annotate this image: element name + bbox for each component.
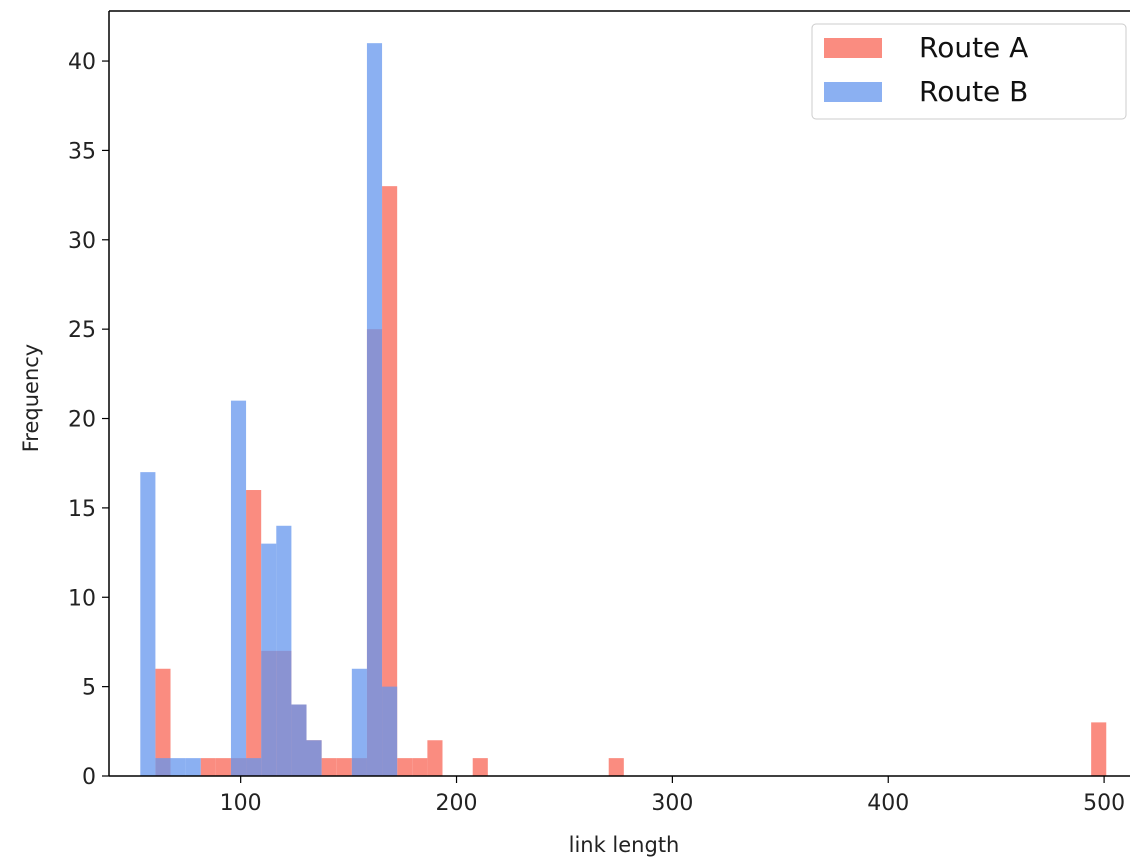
route-b-bar <box>140 472 156 776</box>
axis-ticks: 100 200 300 400 500 0 5 10 15 20 25 30 35 40 <box>68 50 1125 816</box>
route-b-bars <box>140 43 398 777</box>
route-b-bar <box>382 686 398 776</box>
x-tick-label: 200 <box>436 791 478 816</box>
x-tick-label: 100 <box>220 791 262 816</box>
route-b-bar <box>291 704 307 776</box>
route-a-bar <box>246 490 262 776</box>
legend-swatch-route-a <box>824 38 882 58</box>
y-tick-label: 30 <box>68 229 96 254</box>
route-b-bar <box>246 758 262 776</box>
x-axis-title: link length <box>569 833 680 857</box>
route-a-bar <box>336 758 352 776</box>
route-a-bar <box>1091 722 1107 776</box>
legend-label-route-a: Route A <box>919 31 1028 64</box>
y-axis-title: Frequency <box>19 344 43 453</box>
y-tick-label: 15 <box>68 497 96 522</box>
y-tick-label: 35 <box>68 139 96 164</box>
y-tick-label: 0 <box>82 765 96 790</box>
route-b-bar <box>155 758 171 776</box>
route-b-bar <box>170 758 186 776</box>
route-b-bar <box>366 43 383 777</box>
route-a-bar <box>412 758 428 776</box>
x-tick-label: 400 <box>867 791 909 816</box>
route-a-bar <box>608 758 624 776</box>
y-tick-label: 40 <box>68 50 96 75</box>
x-tick-label: 300 <box>651 791 693 816</box>
legend-label-route-b: Route B <box>919 75 1028 108</box>
y-tick-label: 25 <box>68 318 96 343</box>
route-a-bar <box>155 668 171 776</box>
legend-swatch-route-b <box>824 82 882 102</box>
route-a-bar <box>472 758 488 776</box>
x-tick-label: 500 <box>1083 791 1125 816</box>
route-a-bar <box>215 758 231 776</box>
y-tick-label: 10 <box>68 586 96 611</box>
route-a-bar <box>382 186 398 776</box>
legend-box <box>811 23 1127 120</box>
route-a-bar <box>200 758 216 776</box>
route-b-bar <box>185 758 201 776</box>
legend: Route A Route B <box>811 23 1127 120</box>
plot-frame <box>108 10 1130 777</box>
route-b-bar <box>276 525 292 776</box>
y-tick-label: 5 <box>82 676 96 701</box>
route-a-bar <box>397 758 413 776</box>
route-b-bar <box>306 740 322 776</box>
y-tick-label: 20 <box>68 408 96 433</box>
route-b-bar <box>351 668 367 776</box>
route-a-bar <box>427 740 443 776</box>
route-b-bar <box>261 543 277 776</box>
route-b-bar <box>230 400 247 776</box>
route-a-bar <box>321 758 337 776</box>
